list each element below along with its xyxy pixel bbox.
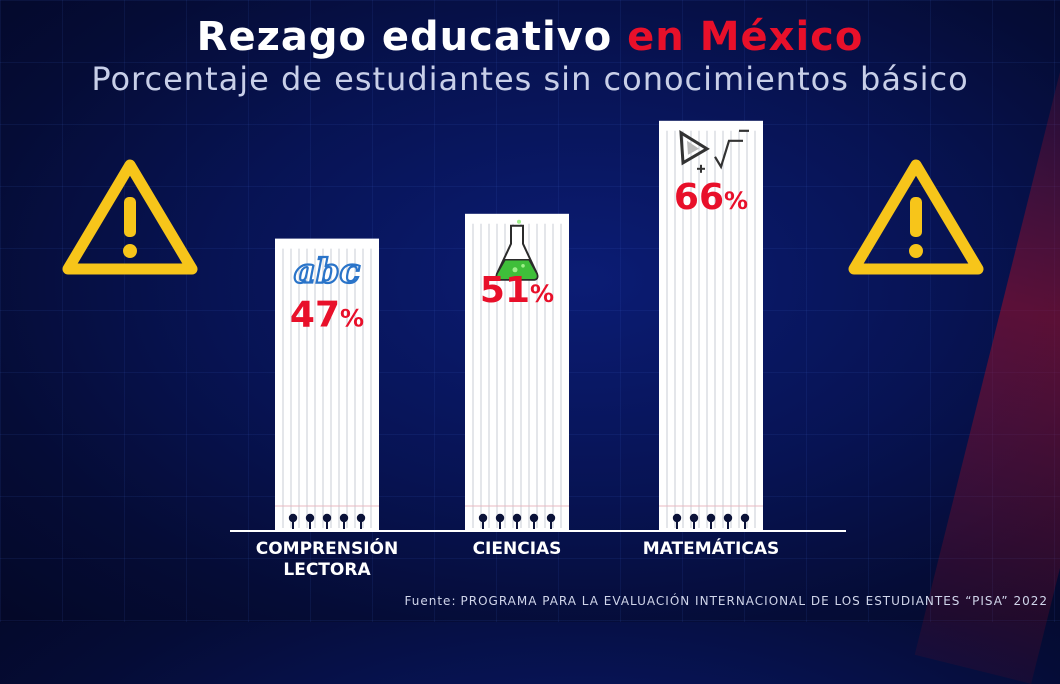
value-unit: % [724, 187, 748, 215]
value-label: 47% [290, 295, 364, 336]
bar [659, 120, 763, 531]
value-number: 66 [674, 177, 724, 218]
bar-pin [689, 513, 699, 523]
title-main: Rezago educativo [196, 14, 613, 60]
bar-pin [288, 513, 298, 523]
bar-pin [339, 513, 349, 523]
abc-icon: abc [294, 252, 361, 292]
category-label: CIENCIAS [473, 539, 562, 559]
value-number: 47 [290, 295, 340, 336]
category-label-line: CIENCIAS [473, 539, 562, 559]
bar-group: 51% CIENCIAS [465, 213, 569, 559]
source-label: Fuente: [404, 594, 457, 608]
source-note: Fuente: PROGRAMA PARA LA EVALUACIÓN INTER… [405, 594, 1048, 608]
bar-pin [723, 513, 733, 523]
bar-group: 66% MATEMÁTICAS [643, 120, 780, 559]
bar-pin [706, 513, 716, 523]
bar-pin [495, 513, 505, 523]
page-title: Rezago educativo en México [0, 14, 1060, 60]
value-label: 51% [480, 270, 554, 311]
bar-pin [305, 513, 315, 523]
page-subtitle: Porcentaje de estudiantes sin conocimien… [91, 60, 969, 98]
bar [275, 238, 379, 530]
bar-pin [546, 513, 556, 523]
warning-icon-right [848, 159, 984, 275]
bar-pin [512, 513, 522, 523]
bar-pin [478, 513, 488, 523]
flask-icon [495, 219, 539, 281]
bar-pin [529, 513, 539, 523]
value-number: 51 [480, 270, 530, 311]
category-label: COMPRENSIÓN LECTORA [256, 537, 398, 580]
category-label-line: LECTORA [283, 560, 371, 580]
value-label: 66% [674, 177, 748, 218]
category-label: MATEMÁTICAS [643, 537, 780, 559]
category-label-line: COMPRENSIÓN [256, 537, 398, 559]
title-highlight: en México [627, 14, 864, 60]
math-tools-icon [679, 129, 749, 173]
bar-pin [740, 513, 750, 523]
bar-pin [672, 513, 682, 523]
warning-icon-left [62, 159, 198, 275]
value-unit: % [530, 280, 554, 308]
value-unit: % [340, 305, 364, 333]
bar-pin [322, 513, 332, 523]
source-text: PROGRAMA PARA LA EVALUACIÓN INTERNACIONA… [460, 594, 1048, 608]
category-label-line: MATEMÁTICAS [643, 537, 780, 559]
bar-pin [356, 513, 366, 523]
